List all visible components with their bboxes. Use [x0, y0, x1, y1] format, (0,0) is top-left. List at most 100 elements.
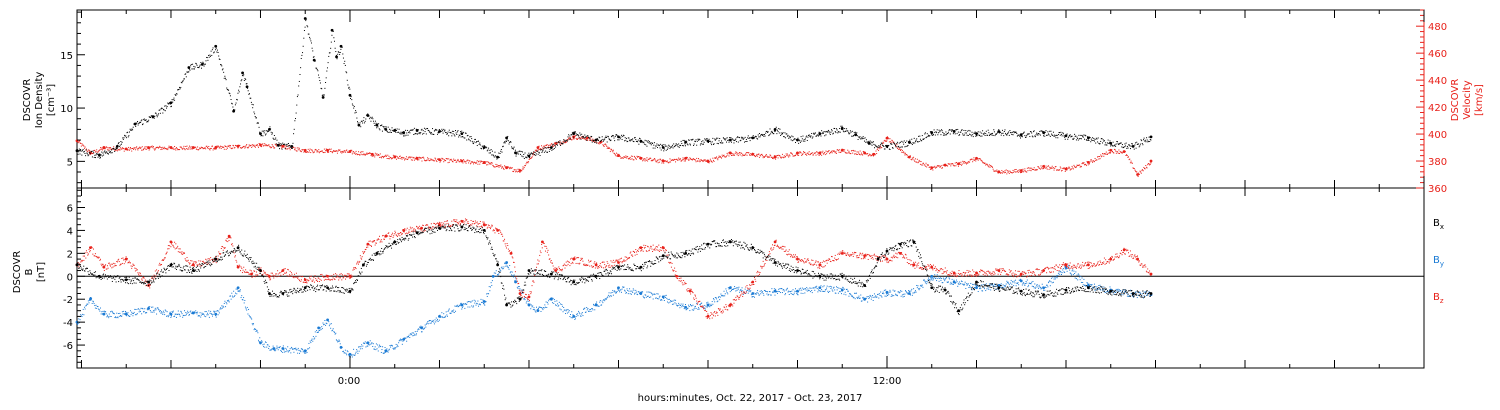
trace-dot: [320, 329, 322, 331]
trace-dot: [303, 30, 305, 32]
trace-dot: [579, 132, 581, 134]
trace-dot: [913, 137, 915, 139]
trace-dot: [314, 60, 316, 62]
trace-dot: [185, 76, 187, 78]
trace-dot: [122, 313, 124, 315]
trace-dot: [306, 351, 308, 353]
trace-dot: [105, 311, 107, 313]
trace-dot: [1062, 167, 1064, 169]
trace-dot: [534, 310, 536, 312]
trace-dot: [793, 155, 795, 157]
trace-dot: [540, 149, 542, 151]
trace-dot: [512, 147, 514, 149]
trace-dot: [141, 149, 143, 151]
trace-dot: [262, 344, 264, 346]
trace-dot: [426, 127, 428, 129]
trace-dot: [367, 152, 369, 154]
trace-dot: [993, 131, 995, 133]
trace-dot: [563, 141, 565, 143]
trace-dot: [393, 130, 395, 132]
trace-dot: [1006, 173, 1008, 175]
trace-dot: [829, 285, 831, 287]
trace-dot: [434, 319, 436, 321]
trace-dot: [326, 70, 328, 72]
trace-dot: [287, 142, 289, 144]
trace-dot: [136, 148, 138, 150]
trace-dot: [208, 56, 210, 58]
trace-dot: [1074, 133, 1076, 135]
trace-dot: [762, 155, 764, 157]
trace-dot: [184, 148, 186, 150]
trace-dot: [585, 138, 587, 140]
trace-dot: [718, 296, 720, 298]
trace-dot: [388, 349, 390, 351]
trace-dot: [708, 303, 710, 305]
trace-dot: [327, 152, 329, 154]
trace-dot: [479, 161, 481, 163]
trace-dot: [1070, 168, 1072, 170]
trace-dot: [568, 311, 570, 313]
trace-dot: [390, 157, 392, 159]
trace-dot: [961, 163, 963, 165]
trace-dot: [88, 151, 90, 153]
trace-dot: [939, 166, 941, 168]
trace-dot: [1066, 133, 1068, 135]
trace-dot: [694, 159, 696, 161]
trace-dot: [648, 158, 650, 160]
trace-dot: [1082, 163, 1084, 165]
trace-dot: [646, 145, 648, 147]
trace-dot: [402, 156, 404, 158]
trace-dot: [290, 352, 292, 354]
trace-dot: [185, 148, 187, 150]
trace-dot: [732, 154, 734, 156]
series-ion-density: [75, 17, 1153, 160]
trace-dot: [215, 316, 217, 318]
trace-dot: [909, 294, 911, 296]
trace-dot: [730, 154, 732, 156]
trace-dot: [964, 161, 966, 163]
trace-dot: [580, 315, 582, 317]
trace-dot: [724, 295, 726, 297]
trace-dot: [1048, 168, 1050, 170]
trace-dot: [502, 145, 504, 147]
trace-dot: [1034, 136, 1036, 138]
trace-dot: [870, 155, 872, 157]
trace-dot: [740, 136, 742, 138]
trace-dot: [681, 159, 683, 161]
trace-dot: [101, 313, 103, 315]
trace-dot: [548, 147, 550, 149]
trace-dot: [282, 345, 284, 347]
trace-dot: [1010, 171, 1012, 173]
trace-dot: [1088, 161, 1090, 163]
trace-dot: [164, 148, 166, 150]
trace-dot: [631, 139, 633, 141]
trace-dot: [386, 158, 388, 160]
trace-dot: [817, 291, 819, 293]
trace-dot: [1023, 171, 1025, 173]
trace-dot: [885, 145, 887, 147]
trace-dot: [97, 306, 99, 308]
trace-dot: [534, 152, 536, 154]
trace-dot: [294, 120, 296, 122]
trace-dot: [499, 152, 501, 154]
trace-dot: [458, 161, 460, 163]
trace-dot: [338, 149, 340, 151]
trace-dot: [719, 299, 721, 301]
trace-dot: [443, 128, 445, 130]
trace-dot: [650, 142, 652, 144]
trace-dot: [647, 140, 649, 142]
trace-dot: [903, 143, 905, 145]
trace-dot: [299, 148, 301, 150]
trace-dot: [211, 54, 213, 56]
trace-dot: [528, 157, 530, 159]
trace-dot: [702, 140, 704, 142]
trace-dot: [374, 152, 376, 154]
trace-dot: [892, 141, 894, 143]
trace-dot: [619, 156, 621, 158]
trace-dot: [1029, 167, 1031, 169]
trace-dot: [174, 145, 176, 147]
trace-dot: [905, 152, 907, 154]
trace-dot: [835, 132, 837, 134]
trace-dot: [349, 97, 351, 99]
trace-dot: [916, 287, 918, 289]
